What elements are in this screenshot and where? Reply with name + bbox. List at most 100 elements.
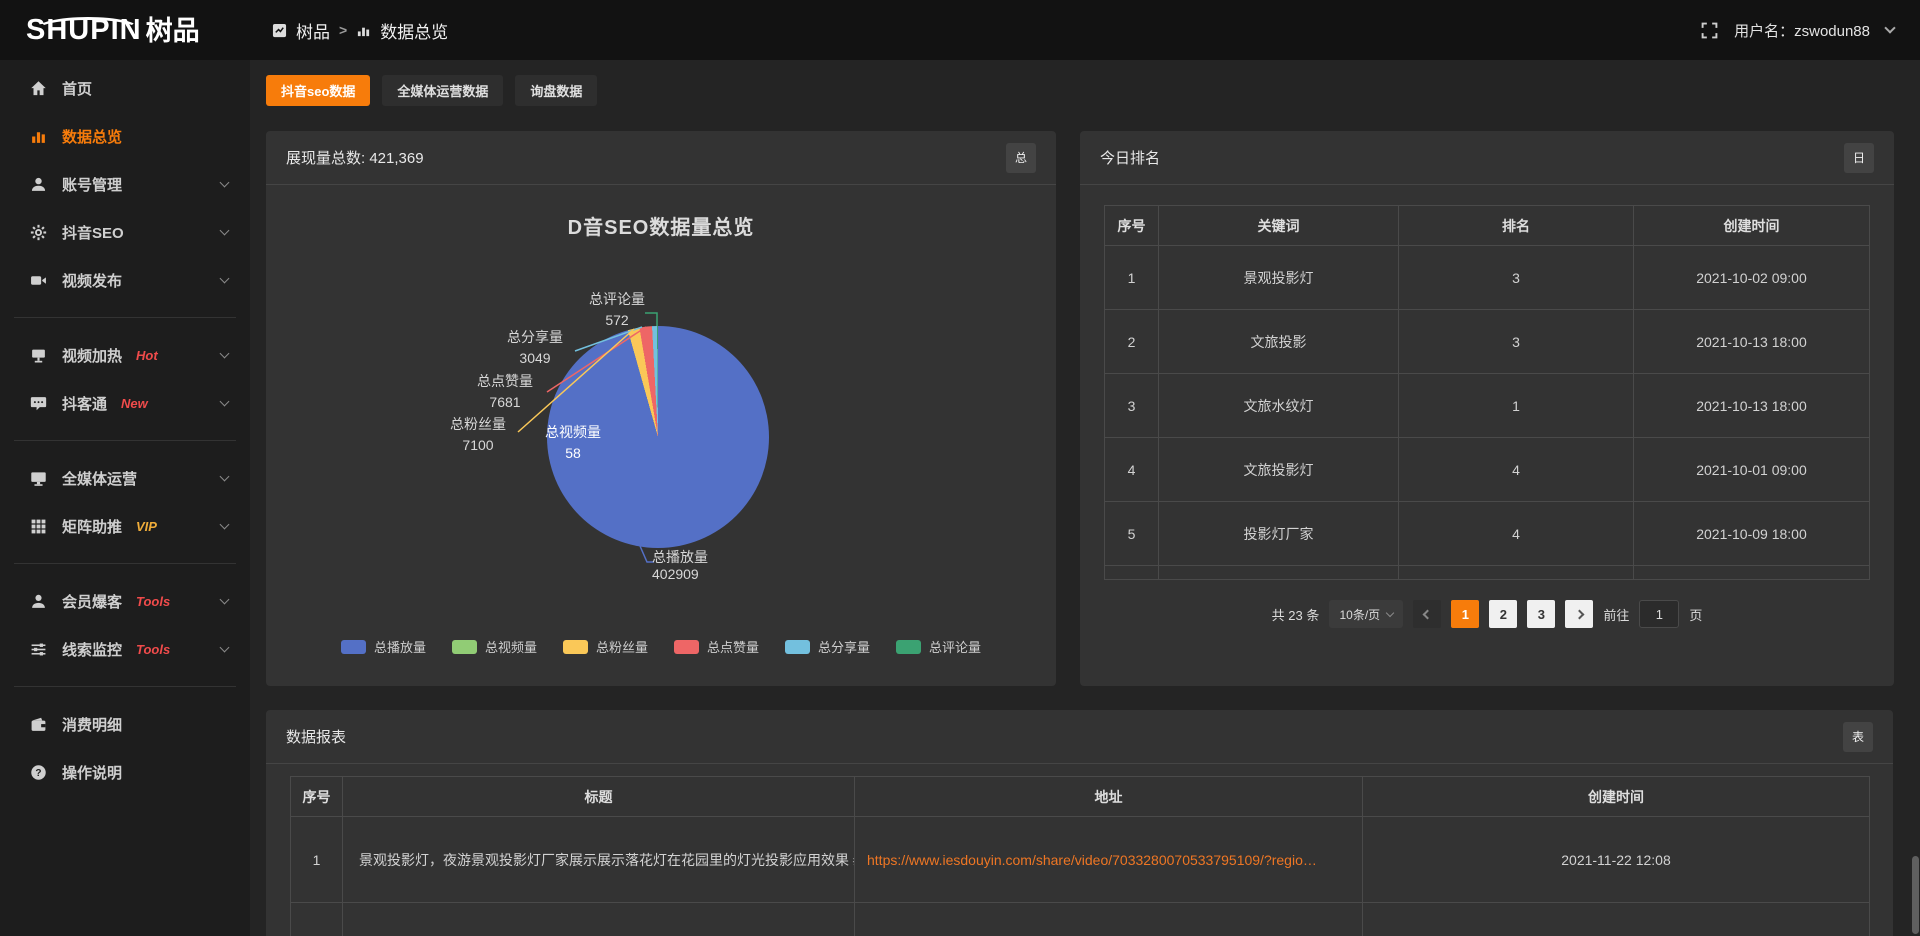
tab-media-operation-data[interactable]: 全媒体运营数据	[382, 75, 504, 106]
cell-empty	[1398, 565, 1634, 580]
legend-label: 总粉丝量	[595, 640, 648, 655]
app-logo[interactable]: SHUPIN 树品	[0, 15, 250, 46]
table-row: 2 文旅投影 3 2021-10-13 18:00	[1104, 309, 1870, 374]
report-card-title: 数据报表	[286, 729, 347, 746]
heat-icon	[30, 347, 47, 364]
sidebar-item-account[interactable]: 账号管理	[0, 160, 250, 208]
sidebar-item-spend-detail[interactable]: 消费明细	[0, 700, 250, 748]
cell-created: 2021-10-13 18:00	[1633, 373, 1870, 438]
day-toggle-button[interactable]: 日	[1844, 142, 1874, 173]
breadcrumb-separator: >	[339, 22, 348, 38]
pagination: 共 23 条 10条/页 1 2 3 前往 1 页	[1080, 600, 1894, 628]
next-page-button[interactable]	[1565, 600, 1594, 628]
sidebar-item-media-operation[interactable]: 全媒体运营	[0, 454, 250, 502]
cell-empty	[1362, 902, 1870, 936]
legend-label: 总分享量	[818, 640, 871, 655]
sidebar-item-douyin-seo[interactable]: 抖音SEO	[0, 208, 250, 256]
sidebar-item-label: 会员爆客	[62, 593, 123, 611]
legend-swatch	[785, 639, 811, 654]
sidebar-item-video-heat[interactable]: 视频加热 Hot	[0, 331, 250, 379]
legend-swatch	[451, 639, 477, 654]
prev-page-button[interactable]	[1413, 600, 1442, 628]
pie-label-likes: 总点赞量 7681	[463, 371, 547, 413]
tab-inquiry-data[interactable]: 询盘数据	[515, 75, 598, 106]
table-row: 4 文旅投影灯 4 2021-10-01 09:00	[1104, 437, 1870, 502]
chevron-down-icon	[219, 594, 230, 604]
legend-label: 总点赞量	[707, 640, 760, 655]
series-value: 58	[565, 445, 581, 461]
cell-created: 2021-10-09 18:00	[1633, 501, 1870, 566]
cell-rank: 4	[1398, 437, 1634, 502]
cell-empty	[854, 902, 1363, 936]
legend-item[interactable]: 总分享量	[785, 637, 870, 656]
chart-title: D音SEO数据量总览	[567, 217, 755, 239]
chevron-down-icon[interactable]	[1884, 22, 1896, 34]
col-header-no: 序号	[290, 776, 343, 817]
scrollbar-thumb[interactable]	[1912, 856, 1919, 934]
badge-hot: Hot	[136, 347, 158, 363]
cell-rank: 4	[1398, 501, 1634, 566]
svg-text:?: ?	[35, 767, 41, 778]
page-button-2[interactable]: 2	[1489, 600, 1518, 628]
breadcrumb-root[interactable]: 树品	[296, 22, 330, 42]
sidebar-item-video-publish[interactable]: 视频发布	[0, 256, 250, 304]
legend-item[interactable]: 总播放量	[340, 637, 426, 656]
wallet-icon	[30, 716, 47, 733]
chevron-down-icon	[219, 471, 230, 481]
legend-item[interactable]: 总视频量	[451, 637, 537, 656]
legend-item[interactable]: 总粉丝量	[562, 637, 648, 656]
sidebar-item-member-burst[interactable]: 会员爆客 Tools	[0, 577, 250, 625]
sidebar-item-doukebao[interactable]: 抖客通 New	[0, 379, 250, 427]
cell-empty	[342, 902, 855, 936]
chevron-down-icon	[219, 348, 230, 358]
goto-page-input[interactable]: 1	[1639, 600, 1680, 628]
cell-keyword: 文旅投影灯	[1158, 437, 1399, 502]
col-header-created: 创建时间	[1633, 205, 1870, 246]
col-header-keyword: 关键词	[1158, 205, 1399, 246]
page-button-3[interactable]: 3	[1527, 600, 1556, 628]
legend-item[interactable]: 总点赞量	[674, 637, 759, 656]
table-toggle-button[interactable]: 表	[1843, 721, 1873, 752]
series-value: 572	[605, 312, 629, 328]
sidebar-item-data-overview[interactable]: 数据总览	[0, 112, 250, 160]
cell-empty	[1633, 565, 1870, 580]
cell-empty	[1158, 565, 1399, 580]
legend-label: 总播放量	[373, 640, 426, 655]
sidebar-item-help[interactable]: ? 操作说明	[0, 748, 250, 796]
logo-text-cn: 树品	[145, 15, 200, 46]
cell-title: 景观投影灯，夜游景观投影灯厂家展示展示落花灯在花园里的灯光投影应用效果 #	[342, 816, 855, 903]
table-row-clipped	[290, 902, 1870, 936]
impressions-total-label: 展现量总数: 421,369	[286, 150, 424, 167]
series-value: 3049	[519, 350, 551, 366]
sidebar-item-matrix-boost[interactable]: 矩阵助推 VIP	[0, 502, 250, 550]
chevron-right-icon	[1574, 609, 1585, 619]
chevron-down-icon	[219, 396, 230, 406]
cell-created: 2021-11-22 12:08	[1362, 816, 1870, 903]
cell-no: 4	[1104, 437, 1159, 502]
pie-chart-area: D音SEO数据量总览 总评论量 572 总分享量 3049	[266, 185, 1056, 685]
fullscreen-icon[interactable]	[1701, 22, 1718, 39]
page-button-1[interactable]: 1	[1451, 600, 1480, 628]
series-name: 总评论量	[589, 291, 645, 307]
col-header-created: 创建时间	[1362, 776, 1870, 817]
chevron-down-icon	[219, 225, 230, 235]
legend-swatch	[340, 639, 366, 654]
username-label[interactable]: 用户名：zswodun88	[1734, 22, 1870, 40]
sidebar-item-home[interactable]: 首页	[0, 64, 250, 112]
today-ranking-card: 今日排名 日 序号 关键词 排名 创建时间 1 景观投影灯	[1080, 131, 1894, 686]
bar-chart-icon	[358, 27, 370, 36]
series-value: 7681	[489, 394, 521, 410]
total-toggle-button[interactable]: 总	[1006, 142, 1036, 173]
series-name: 总播放量	[652, 549, 708, 565]
sliders-icon	[30, 641, 47, 658]
menu-divider	[14, 686, 236, 687]
page-size-select[interactable]: 10条/页	[1329, 600, 1404, 628]
legend-item[interactable]: 总评论量	[896, 637, 981, 656]
cell-rank: 1	[1398, 373, 1634, 438]
ranking-card-title: 今日排名	[1100, 150, 1161, 167]
video-icon	[30, 272, 47, 289]
sidebar-item-lead-monitor[interactable]: 线索监控 Tools	[0, 625, 250, 673]
tab-douyin-seo-data[interactable]: 抖音seo数据	[266, 75, 371, 106]
grid-icon	[30, 518, 47, 535]
cell-url-link[interactable]: https://www.iesdouyin.com/share/video/70…	[854, 816, 1363, 903]
